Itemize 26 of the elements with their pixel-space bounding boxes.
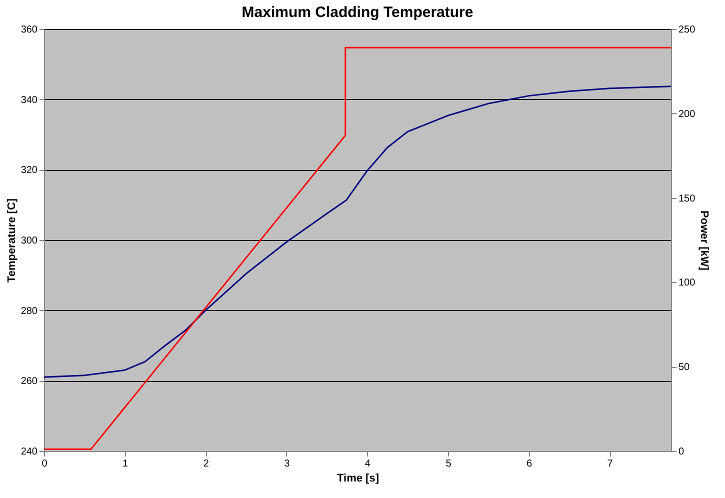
y2-axis-title: Power [kW]	[698, 210, 710, 271]
x-tick-label: 7	[607, 458, 614, 470]
x-tick-label: 2	[203, 458, 210, 470]
x-tick-label: 4	[364, 458, 371, 470]
y2-tick-label: 250	[678, 24, 696, 36]
y2-tick-label: 200	[678, 108, 696, 120]
y2-tick-label: 150	[678, 193, 696, 204]
x-axis-title: Time [s]	[337, 472, 380, 484]
line-series	[43, 86, 672, 378]
y2-tick-label: 100	[678, 278, 696, 289]
y-tick-label: 280	[20, 306, 38, 317]
y-axis-title: Temperature [C]	[6, 198, 18, 283]
y-tick-label: 320	[20, 165, 38, 176]
y-tick-label: 240	[20, 446, 38, 458]
x-tick-label: 6	[526, 458, 533, 470]
x-tick-label: 5	[446, 458, 452, 470]
x-tick-label: 3	[284, 458, 290, 470]
x-tick-label: 0	[42, 458, 48, 470]
y2-tick-label: 0	[678, 446, 684, 458]
y2-tick-label: 50	[678, 362, 690, 374]
y-tick-label: 340	[20, 94, 38, 106]
y-tick-label: 300	[20, 236, 38, 246]
chart-title: Maximum Cladding Temperature	[242, 4, 474, 21]
x-tick-label: 1	[122, 458, 129, 470]
y-tick-label: 360	[20, 24, 38, 36]
y-tick-label: 260	[20, 376, 38, 388]
